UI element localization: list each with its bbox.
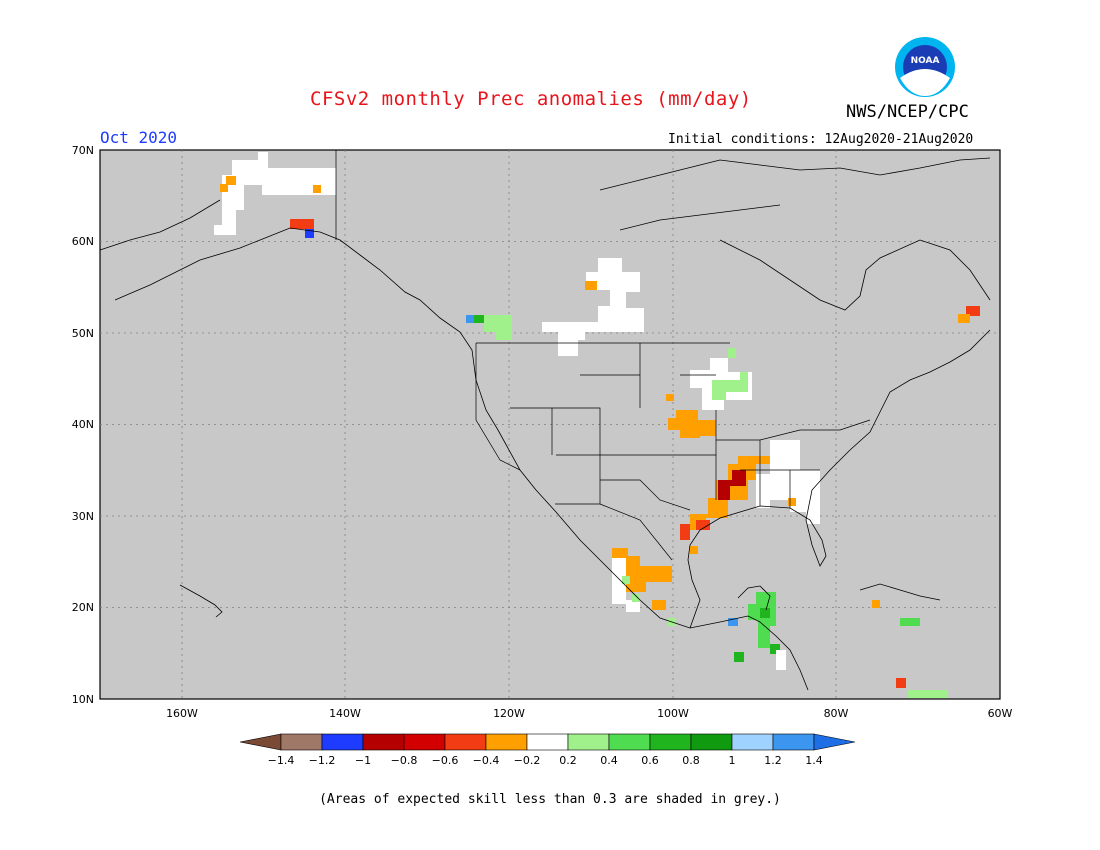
lon-labels: 160W 140W 120W 100W 80W 60W — [166, 707, 1012, 720]
graticule — [100, 150, 1000, 699]
colorbar-swatch — [444, 733, 487, 751]
colorbar-swatch — [362, 733, 405, 751]
lat-label-50n: 50N — [72, 327, 94, 340]
lat-label-70n: 70N — [72, 144, 94, 157]
anomaly-newfoundland — [966, 306, 980, 316]
anomaly-nf-orange — [958, 314, 970, 323]
lat-label-40n: 40N — [72, 418, 94, 431]
colorbar-tick-label: −1.4 — [268, 754, 295, 767]
colorbar-tick-label: 0.2 — [559, 754, 577, 767]
anomaly-southeast — [756, 440, 820, 524]
colorbar-arrow-left — [239, 733, 282, 751]
colorbar-swatch — [690, 733, 733, 751]
colorbar-swatch — [485, 733, 528, 751]
noaa-logo: NOAA — [895, 37, 955, 97]
colorbar-tick-label: 0.8 — [682, 754, 700, 767]
colorbar-tick-label: 1.2 — [764, 754, 782, 767]
lon-label-60w: 60W — [988, 707, 1013, 720]
anomaly-carib-red — [896, 678, 906, 688]
anomaly-plains-orange-b — [666, 394, 674, 401]
anomaly-alaska-orange-c — [313, 185, 321, 193]
anomaly-caribbean — [900, 618, 920, 626]
lat-label-20n: 20N — [72, 601, 94, 614]
colorbar-swatch — [608, 733, 651, 751]
lon-label-100w: 100W — [657, 707, 689, 720]
anomaly-central-america — [748, 592, 776, 648]
anomaly-ca-green-b — [760, 608, 770, 618]
anomaly-pnw-green — [474, 315, 484, 323]
lat-label-60n: 60N — [72, 235, 94, 248]
colorbar-tick-label: −0.4 — [473, 754, 500, 767]
colorbar-tick-label: −0.6 — [432, 754, 459, 767]
lon-label-80w: 80W — [824, 707, 849, 720]
anomaly-pacific-northwest — [484, 315, 512, 340]
anomaly-lms-orange-c — [690, 546, 698, 554]
anomaly-lower-mississippi — [718, 470, 746, 500]
anomaly-se-orange — [788, 498, 796, 506]
anomaly-ca-white — [776, 650, 786, 670]
anomaly-mexico-green-b — [632, 594, 640, 602]
anomaly-alaska-orange-a — [226, 176, 236, 185]
coastlines — [99, 157, 991, 691]
colorbar-swatch — [567, 733, 610, 751]
lat-label-30n: 30N — [72, 510, 94, 523]
colorbar-swatch — [731, 733, 774, 751]
anomaly-prairie-orange — [585, 281, 597, 290]
colorbar-tick-label: 1.4 — [805, 754, 823, 767]
lat-labels: 70N 60N 50N 40N 30N 20N 10N — [72, 144, 94, 706]
anomaly-mexico-green-a — [622, 576, 630, 584]
initial-conditions: Initial conditions: 12Aug2020-21Aug2020 — [668, 132, 974, 147]
noaa-logo-text: NOAA — [911, 56, 940, 66]
forecast-month: Oct 2020 — [100, 128, 178, 147]
anomaly-lms-red-b — [696, 520, 710, 530]
colorbar-tick-label: −1.2 — [309, 754, 336, 767]
anomaly-pnw-blue — [466, 315, 474, 323]
lon-label-120w: 120W — [493, 707, 525, 720]
anomaly-upper-midwest — [712, 372, 748, 400]
colorbar-swatch — [403, 733, 446, 751]
colorbar-swatch — [280, 733, 323, 751]
anomaly-mexico-orange-b — [652, 600, 666, 610]
anomaly-carib-green-b — [908, 690, 948, 698]
colorbar-tick-label: 0.6 — [641, 754, 659, 767]
lat-label-10n: 10N — [72, 693, 94, 706]
colorbar-tick-label: 1 — [729, 754, 736, 767]
anomaly-mexico-white — [612, 558, 640, 612]
colorbar-tick-label: −0.2 — [514, 754, 541, 767]
anomaly-alaska-orange-b — [220, 184, 228, 192]
anomaly-alaska-north-slope — [214, 152, 336, 235]
agency-label: NWS/NCEP/CPC — [846, 102, 969, 122]
colorbar-tick-label: −0.8 — [391, 754, 418, 767]
anomaly-ca-green-d — [770, 644, 780, 654]
anomaly-midwest-green-b — [728, 348, 736, 358]
colorbar-swatch — [526, 733, 569, 751]
anomaly-carib-orange — [872, 600, 880, 608]
skill-footnote: (Areas of expected skill less than 0.3 a… — [319, 792, 781, 807]
anomaly-ca-blue — [728, 618, 738, 626]
colorbar-swatch — [321, 733, 364, 751]
lon-label-160w: 160W — [166, 707, 198, 720]
colorbar: −1.4 −1.2 −1 −0.8 −0.6 −0.4 −0.2 0.2 0.4 0.6 0.8 1 1… — [239, 733, 856, 767]
anomaly-ca-green-c — [734, 652, 744, 662]
chart-title: CFSv2 monthly Prec anomalies (mm/day) — [310, 88, 752, 110]
political-borders — [335, 150, 871, 561]
anomaly-lms-red-c — [680, 524, 690, 540]
colorbar-swatch — [649, 733, 692, 751]
colorbar-tick-label: −1 — [355, 754, 371, 767]
colorbar-tick-label: 0.4 — [600, 754, 618, 767]
anomaly-alaska-blue — [305, 229, 314, 238]
anomaly-patches — [214, 152, 980, 698]
anomaly-canadian-prairies — [542, 258, 644, 356]
colorbar-arrow-right — [813, 733, 856, 751]
colorbar-swatch — [772, 733, 815, 751]
anomaly-alaska-south — [290, 219, 314, 229]
anomaly-central-plains — [668, 410, 716, 438]
lon-label-140w: 140W — [329, 707, 361, 720]
